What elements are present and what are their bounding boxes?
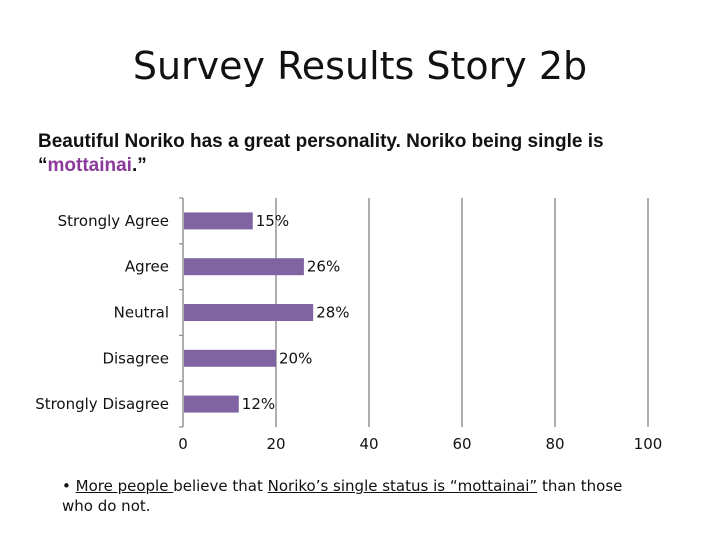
note-text-2: believe that <box>173 477 268 495</box>
data-label-strongly-disagree: 12% <box>242 395 275 413</box>
data-label-strongly-agree: 15% <box>256 212 289 230</box>
category-label-strongly-agree: Strongly Agree <box>58 212 169 230</box>
x-tick-label-20: 20 <box>266 435 285 453</box>
data-label-agree: 26% <box>307 258 340 276</box>
category-label-agree: Agree <box>125 258 169 276</box>
chart-data-labels: 15% 26% 28% 20% 12% <box>242 212 350 413</box>
slide-title: Survey Results Story 2b <box>132 44 588 88</box>
bullet: • <box>62 477 71 495</box>
data-label-disagree: 20% <box>279 349 312 367</box>
category-label-strongly-disagree: Strongly Disagree <box>35 395 169 413</box>
x-tick-label-60: 60 <box>452 435 471 453</box>
note-text-4: than those who do not. <box>62 477 623 515</box>
bar-strongly-disagree <box>184 395 239 413</box>
x-tick-label-0: 0 <box>178 435 188 453</box>
survey-bar-chart: Strongly Agree Agree Neutral Disagree Strong… <box>35 197 662 453</box>
bar-neutral <box>184 304 314 321</box>
bar-disagree <box>184 349 276 367</box>
note-underlined-1: More people <box>75 477 174 495</box>
category-label-neutral: Neutral <box>114 304 169 322</box>
survey-statement: Beautiful Noriko has a great personality… <box>38 130 638 178</box>
note-underlined-3: Noriko’s single status is “mottainai” <box>267 477 538 495</box>
statement-highlight-word: mottainai <box>47 155 132 176</box>
statement-text-before: Beautiful Noriko has a great personality… <box>38 131 604 176</box>
statement-text-after: .” <box>131 155 147 176</box>
category-label-disagree: Disagree <box>102 349 169 367</box>
x-tick-label-100: 100 <box>634 435 663 453</box>
chart-x-tick-labels: 0 20 40 60 80 100 <box>178 435 662 453</box>
data-label-neutral: 28% <box>316 304 349 322</box>
chart-category-labels: Strongly Agree Agree Neutral Disagree Strong… <box>35 212 169 413</box>
conclusion-note: • More people believe that Noriko’s sing… <box>62 476 642 516</box>
bar-strongly-agree <box>184 212 253 230</box>
chart-bars <box>184 212 314 413</box>
x-tick-label-40: 40 <box>359 435 378 453</box>
x-tick-label-80: 80 <box>545 435 564 453</box>
bar-agree <box>184 258 304 276</box>
